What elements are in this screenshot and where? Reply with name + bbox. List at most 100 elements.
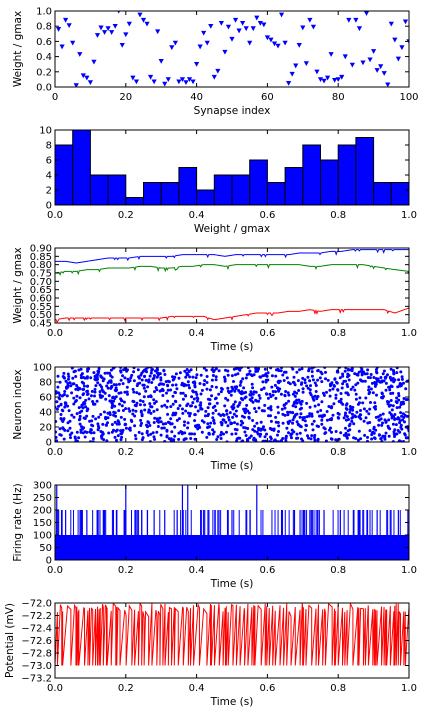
spike-dot [235,428,239,432]
histogram-bar [125,197,145,205]
spike-dot [239,379,243,383]
spike-dot [350,412,354,416]
spike-dot [379,437,383,441]
spike-dot [169,405,173,409]
spike-dot [343,369,347,373]
spike-dot [89,376,93,380]
spike-dot [118,402,121,406]
spike-dot [55,407,59,411]
spike-dot [193,380,196,384]
spike-dot [122,400,126,404]
spike-dot [388,388,392,392]
spike-dot [240,390,244,394]
weight-marker [123,32,129,38]
spike-dot [86,384,90,388]
spike-dot [191,389,195,393]
weight-marker [275,43,281,49]
spike-dot [298,431,302,435]
spike-dot [320,422,324,426]
spike-dot [377,423,381,427]
spike-dot [117,422,121,426]
y-tick-label: 0.4 [36,52,52,63]
spike-dot [360,369,364,373]
spike-dot [339,431,343,435]
weight-marker [250,26,256,32]
spike-dot [390,385,394,389]
spike-dot [169,388,173,392]
spike-dot [90,389,94,393]
spike-dot [99,395,103,399]
spike-dot [370,433,374,437]
spike-dot [345,415,349,419]
spike-dot [395,371,399,375]
spike-dot [114,414,118,418]
spike-dot [193,419,197,423]
spike-dot [322,391,325,395]
plot-area [55,367,409,442]
spike-dot [166,388,170,392]
histogram-bar [373,182,392,205]
spike-dot [79,376,83,380]
spike-dot [144,378,148,382]
spike-dot [171,402,175,406]
weight-marker [278,12,285,18]
spike-dot [197,424,201,428]
spike-dot [184,394,187,397]
spike-dot [78,396,82,400]
weight-marker [183,80,189,86]
spike-dot [142,395,146,399]
spike-dot [226,424,230,428]
weight-trace-2 [55,264,409,276]
spike-dot [125,385,129,389]
spike-dot [140,432,144,436]
spike-dot [69,436,72,440]
weight-marker [109,30,115,35]
spike-dot [55,439,59,442]
spike-dot [253,424,257,428]
spike-dot [72,402,76,406]
spike-dot [273,438,277,442]
weight-marker [63,17,69,23]
y-tick-label: −72.6 [21,636,52,647]
spike-dot [188,414,192,418]
spike-dot [344,403,348,407]
spike-dot [280,407,284,411]
spike-dot [328,388,332,392]
spike-dot [384,381,388,385]
weight-marker [190,79,196,85]
x-tick-label: 0.0 [47,683,63,694]
spike-dot [166,412,170,416]
spike-dot [79,430,83,434]
spike-dot [400,375,404,379]
weight-marker [317,77,324,82]
spike-dot [280,367,283,370]
spike-dot [257,394,261,397]
spike-dot [211,411,215,415]
y-tick-label: 6 [46,156,52,167]
spike-dot [58,427,62,431]
spike-dot [214,385,218,389]
spike-dot [232,367,236,371]
y-tick-label: −73.2 [21,674,52,685]
spike-dot [350,416,354,420]
spike-dot [251,400,255,404]
spike-dot [300,437,303,441]
spike-dot [389,367,393,371]
y-tick-label: 100 [33,531,52,542]
spike-dot [126,377,130,381]
spike-dot [225,412,229,416]
spike-dot [297,389,301,392]
weight-marker [130,75,136,81]
weight-marker [155,29,161,35]
spike-dot [309,384,312,388]
spike-dot [109,368,113,372]
weight-marker [342,54,348,60]
spike-dot [91,437,95,441]
spike-dot [143,408,147,412]
x-tick-label: 0.4 [189,210,205,221]
spike-dot [246,409,250,413]
spike-dot [333,377,337,381]
plot-area [55,130,409,205]
spike-dot [66,429,70,433]
spike-dot [80,409,84,413]
